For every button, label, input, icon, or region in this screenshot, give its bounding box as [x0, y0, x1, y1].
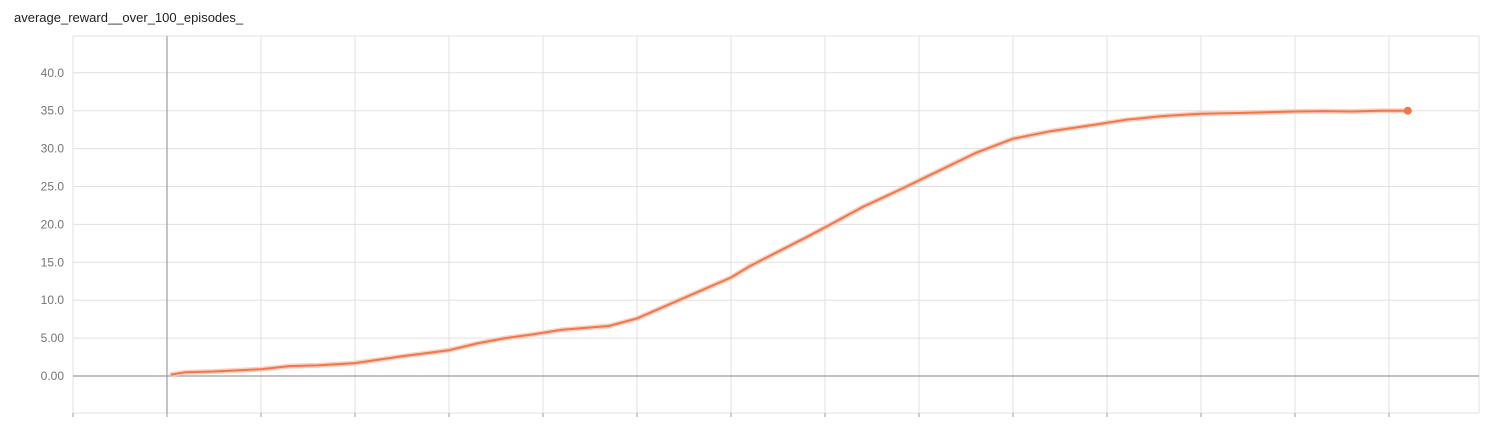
- y-tick-label: 35.0: [41, 104, 65, 118]
- y-tick-label: 0.00: [41, 369, 65, 383]
- series-line: [170, 109, 1409, 376]
- y-tick-label: 15.0: [41, 255, 65, 269]
- axes: [72, 36, 1479, 417]
- y-tick-labels: 0.00 5.00 10.0 15.0 20.0 25.0 30.0 35.0 40.0: [41, 66, 65, 383]
- y-tick-label: 25.0: [41, 180, 65, 194]
- series-shadow-line: [169, 108, 1411, 377]
- y-tick-label: 5.00: [41, 331, 65, 345]
- y-tick-label: 20.0: [41, 217, 65, 231]
- chart-title: average_reward__over_100_episodes_: [14, 10, 244, 25]
- y-tick-label: 30.0: [41, 142, 65, 156]
- y-tick-label: 10.0: [41, 293, 65, 307]
- series-group: [169, 106, 1412, 377]
- series-end-point: [1403, 106, 1412, 115]
- y-tick-label: 40.0: [41, 66, 65, 80]
